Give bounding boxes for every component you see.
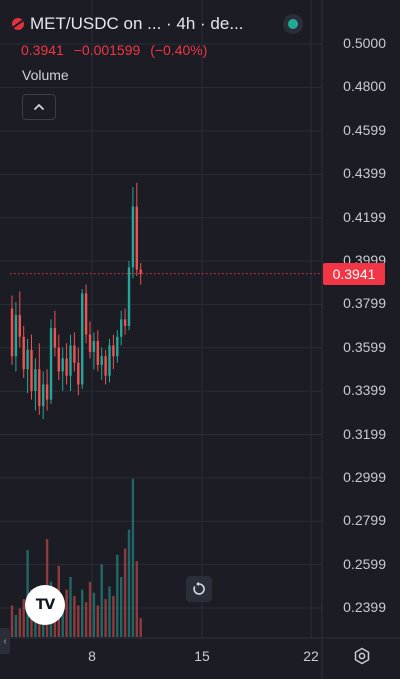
volume-bar [120,576,123,637]
candle-body [139,269,142,274]
volume-bar [123,548,127,637]
price-axis-label: 0.3199 [343,425,386,442]
price-axis-label: 0.3799 [343,295,386,312]
candle-body [123,319,127,326]
volume-bar [92,592,96,637]
chart-settings-button[interactable] [352,646,372,666]
reset-icon [193,581,205,595]
volume-bar [10,605,14,637]
candle-body [38,369,41,407]
candle-body [100,356,103,365]
volume-bar [14,614,18,637]
volume-bar [81,589,84,637]
volume-bar [69,576,72,637]
candle-body [116,336,119,357]
volume-bar [88,581,92,637]
price-axis-label: 0.4599 [343,121,386,138]
candle-body [135,206,138,270]
chevron-left-icon[interactable]: ‹ [0,628,10,654]
price-axis-label: 0.2399 [343,599,386,615]
price-axis-label: 0.3399 [343,382,386,399]
volume-bar [131,479,135,637]
price-change-row: 0.3941 −0.001599 (−0.40%) [21,42,213,58]
candle-body [112,345,115,357]
collapse-legend-button[interactable] [22,94,56,120]
candle-body [42,384,45,407]
candle-body [92,341,96,352]
candle-body [69,345,72,376]
volume-bar [139,618,142,637]
price-change-percent: (−0.40%) [150,42,208,58]
price-axis-label: 0.5000 [343,35,386,51]
candle-body [34,369,37,391]
volume-bar [84,602,88,637]
candle-body [81,293,84,385]
candle-body [120,319,123,337]
candle-body [127,267,131,326]
volume-bar [65,589,68,637]
reset-chart-button[interactable] [186,576,212,602]
price-axis-label: 0.2599 [343,555,386,572]
volume-bar [135,561,138,637]
volume-bar [127,529,131,637]
price-change: −0.001599 [73,42,141,58]
candle-body [22,336,25,370]
time-axis-label: 22 [303,648,319,664]
candle-body [53,328,57,348]
volume-bar [73,595,76,637]
time-axis-label: 8 [88,648,96,664]
volume-bar [22,599,25,637]
volume-indicator-label[interactable]: Volume [22,67,69,83]
price-axis-label: 0.4199 [343,208,386,225]
volume-bar [96,605,99,637]
volume-bar [77,605,80,637]
last-price-tag: 0.3941 [323,263,385,285]
candle-body [14,315,18,357]
candle-body [18,315,21,337]
candle-body [96,341,99,365]
status-dot-icon[interactable] [283,14,303,34]
volume-bar [53,608,57,637]
volume-bar [61,599,64,637]
tradingview-logo-text: TV [35,597,55,613]
symbol-title[interactable]: MET/USDC on ... · 4h · de... [30,14,244,33]
candle-body [88,334,92,352]
current-price: 0.3941 [21,42,64,58]
price-axis-label: 0.2999 [343,468,386,485]
candle-body [108,345,111,376]
price-axis-label: 0.3599 [343,338,386,355]
candle-body [10,308,14,357]
volume-bar [100,564,103,637]
token-logo-icon [12,18,24,30]
gear-icon [354,647,370,665]
price-axis-label: 0.4399 [343,165,386,182]
candle-body [65,358,68,376]
candle-body [73,345,76,363]
time-axis-label: 15 [194,648,210,664]
chart-header: MET/USDC on ... · 4h · de... 0.3941 −0.0… [0,0,320,100]
volume-bar [104,599,107,637]
symbol-title-row[interactable]: MET/USDC on ... · 4h · de... [12,14,244,34]
candle-body [26,349,29,370]
volume-bar [116,554,119,637]
chevron-up-icon [34,104,44,110]
candle-body [61,358,64,372]
candle-body [131,206,135,268]
price-axis-label: 0.4800 [343,78,386,95]
volume-bar [112,595,115,637]
candle-body [77,362,80,385]
candle-body [30,349,33,391]
volume-bar [108,586,111,637]
tradingview-logo[interactable]: TV [25,585,65,625]
candle-body [57,347,60,372]
candle-body [104,356,107,376]
candle-body [84,293,88,335]
price-axis-label: 0.2799 [343,512,386,529]
candle-body [49,328,53,400]
volume-bar [18,608,21,637]
candle-body [45,384,49,400]
